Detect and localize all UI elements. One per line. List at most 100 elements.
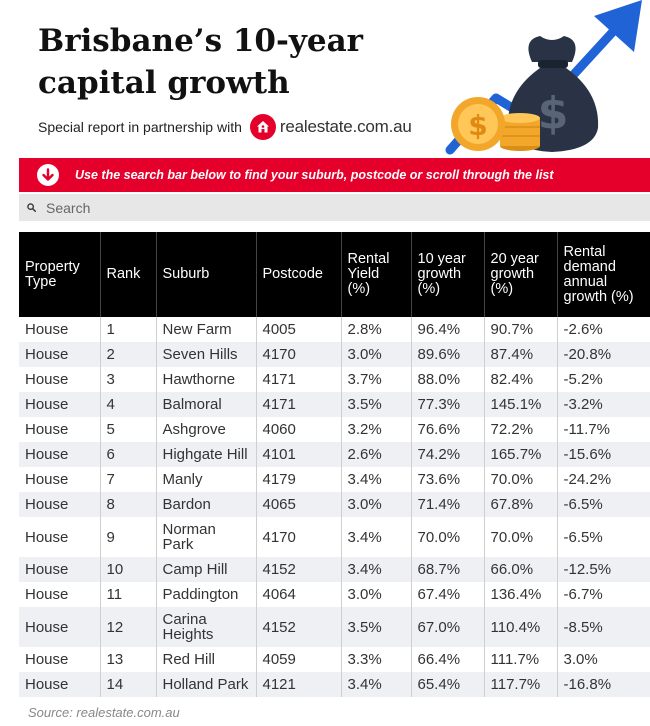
cell-rental-yield: 2.8% [341, 317, 412, 342]
cell-property-type: House [19, 467, 101, 492]
cell-postcode: 4170 [256, 342, 342, 367]
table-row: House 3 Hawthorne 4171 3.7% 88.0% 82.4% … [19, 367, 650, 392]
cell-rank: 2 [100, 342, 157, 367]
column-header-rank[interactable]: Rank [100, 232, 157, 317]
column-header-20-year-growth[interactable]: 20 year growth (%) [484, 232, 558, 317]
cell-rental-yield: 3.3% [341, 647, 412, 672]
cell-rental-demand-growth: -11.7% [563, 421, 610, 438]
cell-property-type: House [19, 342, 101, 367]
cell-property-type: House [19, 672, 101, 697]
subtitle: Special report in partnership with [38, 119, 242, 135]
banner-text: Use the search bar below to find your su… [75, 168, 554, 182]
cell-postcode: 4152 [256, 557, 342, 582]
table-row: House 11 Paddington 4064 3.0% 67.4% 136.… [19, 582, 650, 607]
cell-rental-yield: 3.5% [341, 392, 412, 417]
cell-property-type: House [19, 367, 101, 392]
cell-rank: 12 [100, 607, 157, 647]
search-input[interactable] [46, 199, 606, 216]
cell-10-year-growth: 73.6% [411, 467, 485, 492]
cell-10-year-growth: 76.6% [411, 417, 485, 442]
cell-rank: 1 [100, 317, 157, 342]
cell-10-year-growth: 67.4% [411, 582, 485, 607]
table-row: House 2 Seven Hills 4170 3.0% 89.6% 87.4… [19, 342, 650, 367]
cell-postcode: 4179 [256, 467, 342, 492]
cell-rank: 7 [100, 467, 157, 492]
cell-10-year-growth: 74.2% [411, 442, 485, 467]
cell-property-type: House [19, 582, 101, 607]
cell-rental-yield: 3.2% [341, 417, 412, 442]
column-header-property-type[interactable]: Property Type [19, 232, 101, 317]
cell-rank: 3 [100, 367, 157, 392]
page-title: Brisbane’s 10-year capital growth [38, 23, 363, 101]
cell-postcode: 4152 [256, 607, 342, 647]
column-header-suburb[interactable]: Suburb [156, 232, 257, 317]
cell-10-year-growth: 68.7% [411, 557, 485, 582]
table-row: House 10 Camp Hill 4152 3.4% 68.7% 66.0%… [19, 557, 650, 582]
cell-property-type: House [19, 517, 101, 557]
table-row: House 12 Carina Heights 4152 3.5% 67.0% … [19, 607, 650, 647]
table-row: House 8 Bardon 4065 3.0% 71.4% 67.8% -6.… [19, 492, 650, 517]
cell-property-type: House [19, 417, 101, 442]
cell-rank: 14 [100, 672, 157, 697]
cell-suburb: Camp Hill [156, 557, 257, 582]
cell-10-year-growth: 65.4% [411, 672, 485, 697]
svg-text:$: $ [468, 109, 487, 142]
column-header-postcode[interactable]: Postcode [256, 232, 342, 317]
cell-suburb: Hawthorne [156, 367, 257, 392]
cell-rental-demand-growth: -3.2% [557, 392, 650, 417]
cell-suburb: Highgate Hill [156, 442, 257, 467]
realestate-logo[interactable]: realestate.com.au [249, 114, 412, 140]
table-header-row: Property Type Rank Suburb Postcode Renta… [19, 232, 650, 317]
cell-rental-demand-growth: -15.6% [557, 442, 650, 467]
cell-postcode: 4059 [256, 647, 342, 672]
column-header-rental-yield[interactable]: Rental Yield (%) [341, 232, 412, 317]
cell-rental-yield: 3.4% [341, 467, 412, 492]
realestate-logo-text: realestate.com.au [279, 117, 412, 136]
cell-rental-demand-growth: -6.7% [563, 586, 603, 603]
cell-postcode: 4005 [256, 317, 342, 342]
cell-rank: 13 [100, 647, 157, 672]
cell-rental-demand-growth: -24.2% [563, 471, 612, 488]
cell-rental-yield: 3.4% [341, 557, 412, 582]
cell-postcode: 4121 [256, 672, 342, 697]
table-row: House 7 Manly 4179 3.4% 73.6% 70.0% -24.… [19, 467, 650, 492]
cell-suburb: Norman Park [156, 517, 257, 557]
column-header-rental-demand-growth[interactable]: Rental demand annual growth (%) [557, 232, 650, 317]
cell-20-year-growth: 90.7% [484, 317, 558, 342]
cell-rental-yield: 3.0% [341, 342, 412, 367]
cell-20-year-growth: 72.2% [484, 417, 558, 442]
cell-20-year-growth: 145.1% [484, 392, 558, 417]
search-icon [27, 203, 36, 212]
cell-rental-demand-growth: 3.0% [563, 651, 598, 668]
cell-postcode: 4101 [256, 442, 342, 467]
table-row: House 9 Norman Park 4170 3.4% 70.0% 70.0… [19, 517, 650, 557]
cell-rental-demand-growth: -16.8% [557, 672, 650, 697]
cell-postcode: 4064 [256, 582, 342, 607]
cell-rank: 8 [100, 492, 157, 517]
cell-rental-demand-growth: -6.5% [557, 492, 650, 517]
cell-property-type: House [19, 392, 101, 417]
cell-20-year-growth: 82.4% [484, 367, 558, 392]
cell-postcode: 4065 [256, 492, 342, 517]
cell-suburb: Balmoral [156, 392, 257, 417]
cell-suburb: Red Hill [156, 647, 257, 672]
search-bar[interactable] [19, 194, 650, 221]
cell-10-year-growth: 77.3% [411, 392, 485, 417]
cell-suburb: Bardon [156, 492, 257, 517]
cell-postcode: 4060 [256, 417, 342, 442]
cell-10-year-growth: 96.4% [411, 317, 485, 342]
cell-rental-yield: 3.4% [341, 672, 412, 697]
cell-property-type: House [19, 492, 101, 517]
cell-property-type: House [19, 647, 101, 672]
cell-20-year-growth: 111.7% [484, 647, 558, 672]
cell-rental-demand-growth: -20.8% [557, 342, 650, 367]
source-note: Source: realestate.com.au [28, 705, 180, 720]
cell-rank: 4 [100, 392, 157, 417]
cell-property-type: House [19, 557, 101, 582]
cell-20-year-growth: 136.4% [484, 582, 558, 607]
cell-property-type: House [19, 607, 101, 647]
money-growth-illustration: $ $ [445, 0, 642, 155]
cell-10-year-growth: 66.4% [411, 647, 485, 672]
column-header-10-year-growth[interactable]: 10 year growth (%) [411, 232, 485, 317]
cell-postcode: 4170 [256, 517, 342, 557]
